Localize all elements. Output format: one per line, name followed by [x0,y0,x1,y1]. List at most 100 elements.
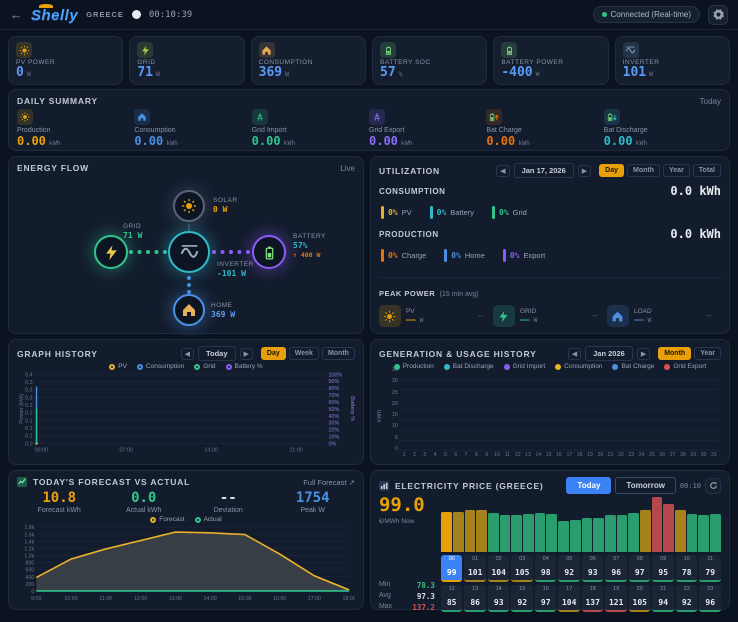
svg-text:0.3: 0.3 [25,380,32,386]
price-cell-hour-02[interactable]: 02104 [488,555,510,582]
price-cell-hour-13[interactable]: 1386 [464,585,486,612]
settings-button[interactable] [708,5,728,25]
svg-text:50%: 50% [329,407,340,413]
price-bar-chart [441,496,721,552]
svg-text:40%: 40% [329,414,340,420]
price-cell-hour-19[interactable]: 19121 [605,585,627,612]
consumption-total: 0.0 kWh [670,184,721,198]
price-cell-hour-16[interactable]: 1697 [535,585,557,612]
legend-name: PV [402,208,412,217]
price-cell-hour-00[interactable]: 0099 [441,555,463,582]
peak-power-section: PEAK POWER (15 min avg) PV—— W--GRID—— W… [379,277,721,327]
price-tab-today[interactable]: Today [566,477,611,494]
price-cell-hour-23[interactable]: 2396 [699,585,721,612]
forecast-stat-actual-kwh: 0.0Actual kWh [101,490,185,514]
price-cell-hour-14[interactable]: 1493 [488,585,510,612]
daily-item-value: 0.00kWh [134,134,251,150]
svg-text:1.0k: 1.0k [24,553,34,559]
daily-summary-panel: DAILY SUMMARY Today Production0.00kWhCon… [8,89,730,151]
price-cell-hour-20[interactable]: 20105 [629,585,651,612]
utilization-tab-year[interactable]: Year [663,164,690,177]
price-cell-hour-01[interactable]: 01101 [464,555,486,582]
y-tick: 30 [392,378,398,384]
graph-history-prev-button[interactable]: ◀ [181,348,194,360]
price-cell-hour-15[interactable]: 1592 [511,585,533,612]
topbar: ← Shelly GREECE 00:10:39 Connected (Real… [0,0,738,30]
price-summary: 99.0 €/MWh Now Min78.3 Avg97.3 Max137.2 [379,496,435,612]
graph-history-tab-month[interactable]: Month [322,347,355,360]
daily-summary-item-grid-import: Grid Import0.00kWh [252,109,369,150]
price-cell-hour-18[interactable]: 18137 [582,585,604,612]
price-cell-hour-21[interactable]: 2194 [652,585,674,612]
legend-item-home: 0%Home [444,249,485,262]
daily-item-unit: kWh [401,139,413,147]
price-cell-hour-11[interactable]: 1179 [699,555,721,582]
generation-prev-button[interactable]: ◀ [568,348,581,360]
price-cell-hour-10[interactable]: 1078 [676,555,698,582]
graph-history-chart: 0.40.30.30.30.20.20.10.10.10.0100%90%80%… [17,370,355,458]
refresh-button[interactable] [705,478,721,494]
graph-history-tab-day[interactable]: Day [261,347,286,360]
stat-card-unit: W [27,70,31,78]
price-cell-hour-17[interactable]: 17104 [558,585,580,612]
stat-card-unit: W [649,70,653,78]
legend-label: PV [118,363,127,370]
full-forecast-link[interactable]: Full Forecast ↗ [303,478,355,487]
price-cell-value: 98 [541,568,551,577]
svg-text:0: 0 [31,589,34,595]
y-tick: 10 [392,423,398,429]
utilization-tab-month[interactable]: Month [627,164,660,177]
generation-tab-year[interactable]: Year [694,347,721,360]
utilization-next-button[interactable]: ▶ [578,165,591,177]
price-cell-hour-09[interactable]: 0995 [652,555,674,582]
utilization-tab-total[interactable]: Total [693,164,721,177]
forecast-stat-value: -- [186,490,270,506]
forecast-stat-label: Actual kWh [101,507,185,514]
forecast-icon [17,477,27,487]
svg-text:16:00: 16:00 [273,596,286,602]
generation-day-10 [493,370,501,451]
utilization-prev-button[interactable]: ◀ [496,165,509,177]
utilization-date[interactable]: Jan 17, 2026 [514,163,574,178]
generation-next-button[interactable]: ▶ [637,348,650,360]
price-cell-hour-22[interactable]: 2292 [676,585,698,612]
price-cell-hour: 07 [605,556,627,562]
utilization-tab-day[interactable]: Day [599,164,624,177]
price-tab-tomorrow[interactable]: Tomorrow [615,477,676,494]
legend-percent: 0% [510,251,520,260]
price-cell-hour: 05 [558,556,580,562]
price-cell-hour-07[interactable]: 0796 [605,555,627,582]
energy-flow-panel: ENERGY FLOW Live SOLAR0 WGRID71 W INVERT… [8,156,364,334]
graph-history-next-button[interactable]: ▶ [240,348,253,360]
price-cell-value: 104 [491,568,505,577]
back-button[interactable]: ← [10,7,23,22]
price-cell-hour: 22 [676,586,698,592]
x-tick: 9 [482,452,492,458]
generation-range[interactable]: Jan 2026 [585,346,633,361]
generation-day-18 [576,370,584,451]
price-cell-hour-05[interactable]: 0592 [558,555,580,582]
price-cell-value: 105 [633,598,647,607]
price-icon [379,481,389,491]
graph-history-range[interactable]: Today [198,346,236,361]
svg-text:15:00: 15:00 [238,596,251,602]
svg-text:600: 600 [26,568,35,574]
stat-card-consumption: CONSUMPTION369W [251,36,366,85]
price-cell-hour-04[interactable]: 0498 [535,555,557,582]
price-bar-hour-02 [465,510,476,552]
flow-connection [187,276,191,294]
peak-power-title: PEAK POWER [379,289,435,298]
inverter-icon [623,42,639,58]
price-cell-hour-08[interactable]: 0897 [629,555,651,582]
price-cell-hour-06[interactable]: 0693 [582,555,604,582]
price-cell-value: 104 [562,598,576,607]
battery-icon [501,42,517,58]
price-cell-hour-03[interactable]: 03105 [511,555,533,582]
graph-history-tab-week[interactable]: Week [289,347,319,360]
legend-percent: 0% [499,208,509,217]
svg-text:0.1: 0.1 [25,434,32,440]
price-cell-hour-12[interactable]: 1285 [441,585,463,612]
peak-item-name: LOAD [634,308,652,315]
generation-tab-month[interactable]: Month [658,347,691,360]
svg-text:14:00: 14:00 [204,448,217,454]
